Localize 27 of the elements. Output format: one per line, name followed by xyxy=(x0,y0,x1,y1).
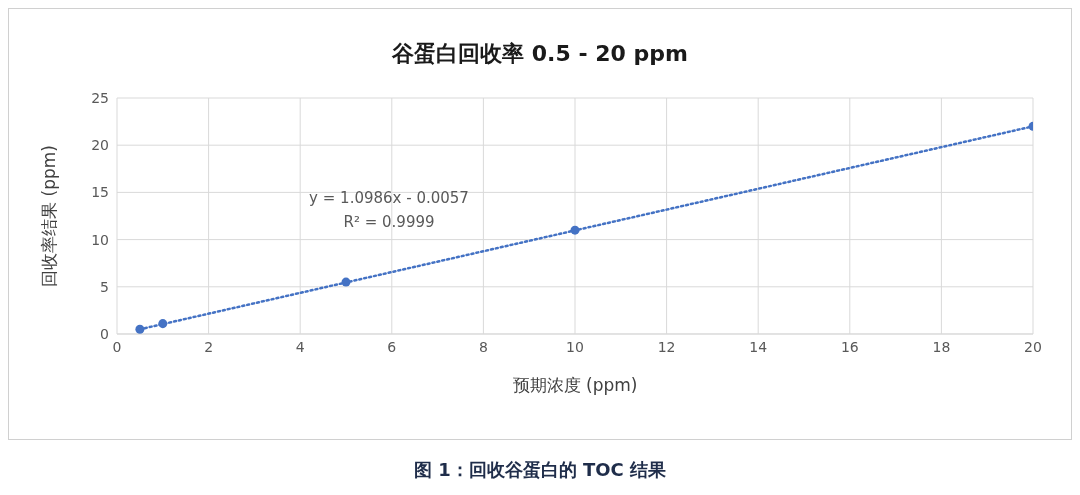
x-tick-label: 10 xyxy=(566,338,584,355)
y-tick-label: 5 xyxy=(100,278,109,295)
annotation: R² = 0.9999 xyxy=(342,213,436,231)
x-tick-label: 2 xyxy=(204,338,214,355)
point xyxy=(341,277,351,287)
point xyxy=(158,319,168,329)
y-tick-label: 0 xyxy=(100,325,109,342)
caption: 图 1：回收谷蛋白的 TOC 结果 xyxy=(412,458,668,482)
y-tick-label: 20 xyxy=(91,137,109,154)
y-tick-label: 15 xyxy=(91,184,109,201)
x-tick-label: 18 xyxy=(932,338,951,355)
annotation: y = 1.0986x - 0.0057 xyxy=(308,189,470,207)
x-axis-title: 预期浓度 (ppm) xyxy=(512,375,638,395)
point xyxy=(570,225,580,235)
x-tick-label: 0 xyxy=(112,338,122,355)
x-tick-label: 4 xyxy=(295,338,305,355)
y-tick-label: 10 xyxy=(91,231,109,248)
y-axis-title: 回收率结果 (ppm) xyxy=(39,145,60,287)
y-tick-label: 25 xyxy=(91,89,109,106)
x-tick-label: 8 xyxy=(478,338,488,355)
x-tick-label: 14 xyxy=(749,338,768,355)
x-tick-label: 16 xyxy=(840,338,859,355)
x-tick-label: 6 xyxy=(387,338,397,355)
chart-title: 谷蛋白回收率 0.5 - 20 ppm xyxy=(391,40,689,68)
point xyxy=(135,324,145,334)
x-tick-label: 20 xyxy=(1024,338,1042,355)
x-tick-label: 12 xyxy=(657,338,676,355)
